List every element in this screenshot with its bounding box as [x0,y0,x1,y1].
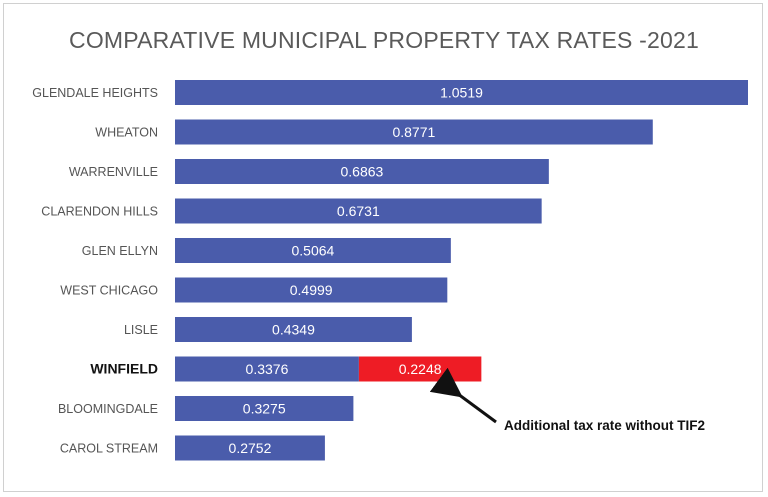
bar-lisle [175,317,412,342]
value-label-carol-stream: 0.2752 [229,440,272,456]
value-label-glen-ellyn: 0.5064 [292,243,335,259]
bar-glen-ellyn [175,238,451,263]
annotation-text: Additional tax rate without TIF2 [504,418,705,433]
bar-clarendon-hills [175,198,542,224]
category-label-west-chicago: WEST CHICAGO [60,284,158,298]
bar-west-chicago [175,277,448,303]
category-label-clarendon-hills: CLARENDON HILLS [41,205,158,219]
value-label-winfield: 0.3376 [246,361,289,377]
category-label-lisle: LISLE [124,323,158,337]
category-label-bloomingdale: BLOOMINGDALE [58,402,158,416]
bar-glendale-heights [175,80,748,105]
value-label-bloomingdale: 0.3275 [243,401,286,417]
value-label-glendale-heights: 1.0519 [440,85,483,101]
category-label-glen-ellyn: GLEN ELLYN [82,244,158,258]
category-label-warrenville: WARRENVILLE [69,165,158,179]
value-label-west-chicago: 0.4999 [290,282,333,298]
category-label-winfield: WINFIELD [90,361,158,377]
bar-bloomingdale [175,396,354,421]
bar-winfield [175,356,359,382]
value-label-extra-winfield: 0.2248 [399,361,442,377]
category-label-carol-stream: CAROL STREAM [60,442,158,456]
value-label-wheaton: 0.8771 [392,124,435,140]
value-label-lisle: 0.4349 [272,322,315,338]
bar-warrenville [175,159,549,184]
value-label-clarendon-hills: 0.6731 [337,203,380,219]
category-label-glendale-heights: GLENDALE HEIGHTS [32,86,158,100]
category-label-wheaton: WHEATON [95,126,158,140]
annotation-arrow [429,367,497,424]
bar-carol-stream [175,435,325,461]
value-label-warrenville: 0.6863 [341,164,384,180]
chart-title: COMPARATIVE MUNICIPAL PROPERTY TAX RATES… [69,27,699,53]
bar-wheaton [175,119,653,145]
